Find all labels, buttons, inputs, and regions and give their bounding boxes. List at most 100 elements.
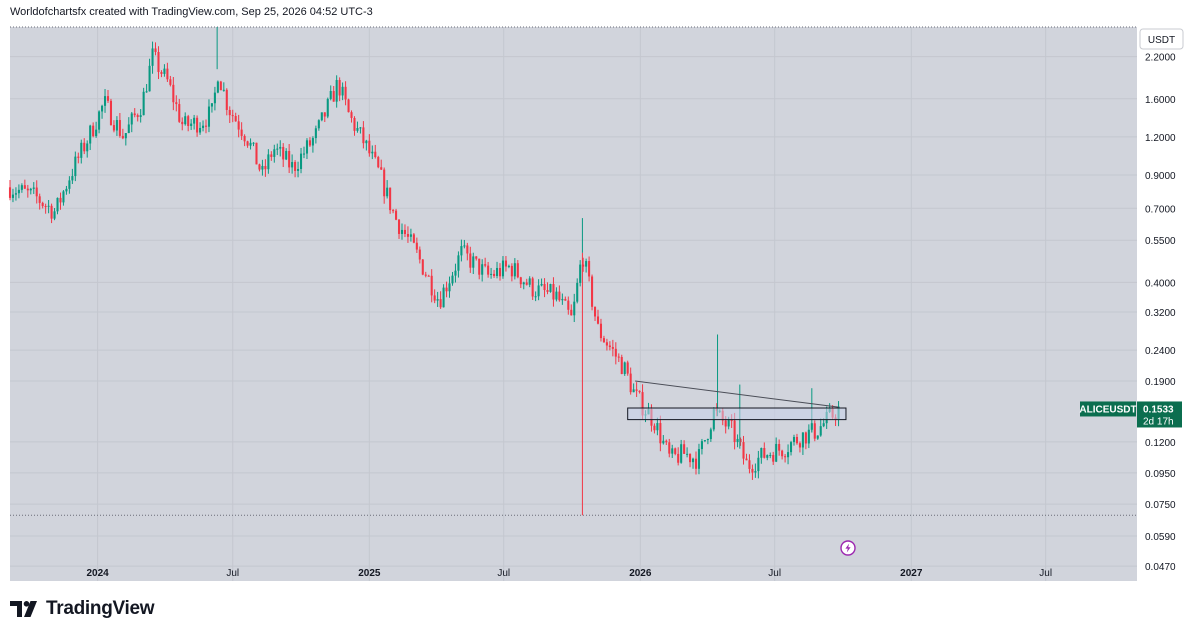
candle-body: [219, 81, 222, 91]
price-tick-label: 0.2400: [1145, 346, 1176, 357]
tradingview-logo[interactable]: TradingView: [10, 598, 155, 620]
candle-body: [522, 282, 525, 285]
time-tick-label: Jul: [1039, 568, 1052, 579]
candle-body: [249, 142, 252, 146]
candle-body: [493, 273, 496, 276]
candle-body: [193, 117, 196, 124]
candle-body: [795, 436, 799, 444]
candle-body: [516, 263, 519, 278]
candle-body: [213, 92, 216, 104]
candle-body: [691, 458, 695, 463]
candle-body: [763, 447, 766, 458]
candle-body: [543, 283, 546, 291]
candle-body: [789, 442, 793, 453]
candle-body: [142, 91, 145, 116]
candle-body: [528, 278, 531, 285]
candle-body: [724, 420, 727, 427]
candle-body: [175, 102, 178, 105]
candle-body: [534, 296, 537, 298]
currency-button[interactable]: USDT: [1139, 28, 1184, 50]
candle-body: [406, 233, 409, 237]
candle-body: [151, 48, 154, 66]
candle-body: [525, 282, 528, 285]
candle-body: [475, 256, 478, 259]
candle-body: [668, 442, 671, 454]
candle-body: [74, 156, 77, 177]
candle-body: [365, 140, 368, 144]
tradingview-logo-icon: [10, 601, 37, 617]
candle-body: [504, 260, 507, 267]
candle-body: [59, 197, 62, 203]
candle-body: [109, 100, 113, 126]
candle-body: [145, 91, 148, 93]
bar-countdown: 2d 17h: [1143, 416, 1174, 427]
candle-body: [555, 291, 558, 300]
gridlines: [10, 27, 1137, 581]
symbol-tag: ALICEUSDT: [1079, 401, 1137, 417]
lightning-icon[interactable]: [840, 540, 856, 556]
price-tick-label: 0.7000: [1145, 204, 1176, 215]
candle-body: [626, 362, 629, 374]
candle-body: [243, 135, 246, 142]
candle-body: [769, 455, 772, 457]
trendline: [635, 380, 839, 408]
candle-body: [730, 420, 733, 422]
candle-body: [291, 162, 294, 168]
candle-body: [154, 48, 157, 52]
time-tick-label: Jul: [768, 568, 781, 579]
time-tick-label: Jul: [226, 568, 239, 579]
candle-body: [564, 298, 567, 301]
candle-body: [632, 389, 635, 393]
candle-body: [83, 142, 86, 152]
candle-body: [392, 210, 395, 212]
candle-body: [591, 276, 594, 307]
candle-body: [748, 460, 751, 469]
candle-body: [822, 423, 825, 427]
candle-body: [210, 103, 213, 107]
candle-body: [222, 89, 225, 91]
candle-body: [353, 117, 356, 131]
candle-body: [270, 154, 273, 157]
candle-body: [347, 99, 350, 113]
candle-body: [181, 121, 184, 125]
time-axis[interactable]: 2024 Jul 2025 Jul 2026 Jul 2027 Jul: [86, 568, 1052, 579]
currency-label: USDT: [1148, 35, 1175, 46]
candle-body: [481, 264, 484, 275]
support-zone: [627, 407, 847, 421]
candle-body: [742, 442, 745, 459]
candle-body: [736, 438, 739, 443]
candle-body: [686, 453, 689, 455]
candle-body: [258, 164, 261, 170]
time-tick-label: 2024: [86, 568, 109, 579]
candle-body: [178, 104, 181, 122]
candle-body: [501, 260, 505, 277]
candle-body: [139, 115, 142, 117]
candle-body: [71, 176, 74, 181]
candle-body: [127, 124, 130, 134]
price-tick-label: 0.0470: [1145, 562, 1176, 573]
candle-body: [677, 453, 680, 463]
candle-body: [733, 420, 736, 443]
candle-body: [329, 90, 332, 99]
candle-body: [552, 284, 555, 300]
candle-body: [751, 468, 754, 473]
candle-body: [531, 278, 534, 297]
candle-body: [602, 338, 605, 343]
candle-body: [653, 425, 656, 431]
candle-body: [199, 127, 202, 133]
candle-body: [389, 187, 392, 211]
candle-body: [784, 456, 787, 458]
candle-body: [68, 180, 71, 189]
candle-body: [234, 116, 237, 122]
candle-body: [683, 444, 686, 454]
candle-body: [130, 113, 133, 125]
candle-body: [460, 246, 463, 256]
candle-body: [103, 96, 107, 106]
candle-body: [495, 267, 499, 276]
candle-body: [35, 187, 38, 197]
price-axis[interactable]: 2.2000 1.6000 1.2000 0.9000 0.7000 0.5500 0.40…: [1145, 53, 1176, 574]
price-tick-label: 0.0590: [1145, 532, 1176, 543]
candle-body: [819, 426, 822, 436]
price-tick-label: 1.2000: [1145, 133, 1176, 144]
